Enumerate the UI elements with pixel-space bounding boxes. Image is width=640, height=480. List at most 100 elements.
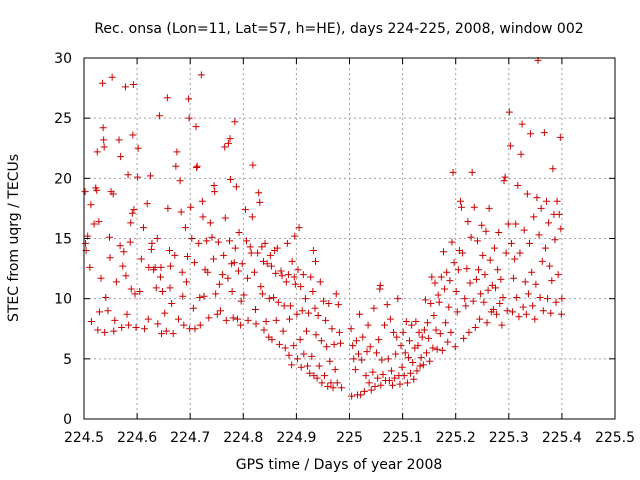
data-point xyxy=(416,362,424,370)
data-point xyxy=(277,267,285,275)
data-point xyxy=(295,224,303,232)
data-point xyxy=(99,79,107,87)
data-point xyxy=(156,273,164,281)
data-point xyxy=(468,168,476,176)
data-point xyxy=(111,316,119,324)
data-point xyxy=(459,249,467,257)
data-point xyxy=(333,379,341,387)
data-point xyxy=(312,331,320,339)
data-point xyxy=(374,374,382,382)
x-tick-label: 225.1 xyxy=(383,430,423,446)
data-point xyxy=(394,295,402,303)
data-point xyxy=(272,269,280,277)
data-point xyxy=(398,363,406,371)
data-point xyxy=(187,203,195,211)
data-point xyxy=(467,233,475,241)
data-point xyxy=(516,249,524,257)
data-point xyxy=(250,268,258,276)
data-point xyxy=(389,381,397,389)
data-point xyxy=(129,131,137,139)
data-point xyxy=(158,330,166,338)
x-tick-label: 224.6 xyxy=(117,430,157,446)
data-point xyxy=(300,350,308,358)
data-point xyxy=(177,208,185,216)
data-point xyxy=(307,273,315,281)
data-point xyxy=(309,247,317,255)
data-point xyxy=(102,293,110,301)
data-point xyxy=(478,221,486,229)
data-point xyxy=(403,379,411,387)
data-point xyxy=(418,333,426,341)
data-point xyxy=(255,189,263,197)
data-point xyxy=(511,255,519,263)
data-point xyxy=(464,218,472,226)
y-tick-label: 15 xyxy=(54,232,72,248)
data-point xyxy=(169,330,177,338)
data-point xyxy=(296,336,304,344)
data-point xyxy=(285,351,293,359)
data-point xyxy=(348,392,356,400)
data-point xyxy=(167,262,175,270)
data-point xyxy=(128,209,136,217)
data-point xyxy=(110,327,118,335)
data-point xyxy=(358,356,366,364)
data-point xyxy=(558,295,566,303)
data-point xyxy=(281,344,289,352)
data-point xyxy=(390,328,398,336)
data-point xyxy=(430,312,438,320)
data-point xyxy=(141,325,149,333)
data-point xyxy=(479,251,487,259)
data-point xyxy=(93,148,101,156)
data-point xyxy=(371,383,379,391)
data-point xyxy=(413,367,421,375)
data-point xyxy=(396,380,404,388)
data-point xyxy=(99,124,107,132)
data-point xyxy=(97,274,105,282)
data-point xyxy=(248,213,256,221)
data-point xyxy=(210,182,218,190)
y-tick-label: 5 xyxy=(63,352,72,368)
data-point xyxy=(94,326,102,334)
data-point xyxy=(482,227,490,235)
data-point xyxy=(172,162,180,170)
data-point xyxy=(483,319,491,327)
data-point xyxy=(458,203,466,211)
data-point xyxy=(485,204,493,212)
data-point xyxy=(215,280,223,288)
data-point xyxy=(152,284,160,292)
data-point xyxy=(313,374,321,382)
data-point xyxy=(246,243,254,251)
data-point xyxy=(406,337,414,345)
data-point xyxy=(503,307,511,315)
data-point xyxy=(241,206,249,214)
data-point xyxy=(548,277,556,285)
data-point xyxy=(357,391,365,399)
data-point xyxy=(287,302,295,310)
data-point xyxy=(507,239,515,247)
data-point xyxy=(291,280,299,288)
data-point xyxy=(379,370,387,378)
data-point xyxy=(311,304,319,312)
data-point xyxy=(555,210,563,218)
data-point xyxy=(316,278,324,286)
data-point xyxy=(188,235,196,242)
data-point xyxy=(533,194,541,202)
data-point xyxy=(151,263,159,271)
data-point xyxy=(95,308,103,316)
data-point xyxy=(417,354,425,362)
data-point xyxy=(392,350,400,358)
data-point xyxy=(244,274,252,282)
data-point xyxy=(191,325,199,333)
data-point xyxy=(352,337,360,345)
data-point xyxy=(469,297,477,305)
data-point xyxy=(197,71,205,79)
data-point xyxy=(106,254,114,262)
data-point xyxy=(500,177,508,185)
data-point xyxy=(147,245,155,253)
data-point xyxy=(302,327,310,335)
data-point xyxy=(185,95,193,103)
data-point xyxy=(185,114,193,122)
data-point xyxy=(272,316,280,324)
data-point xyxy=(189,304,197,312)
data-point xyxy=(466,279,474,287)
